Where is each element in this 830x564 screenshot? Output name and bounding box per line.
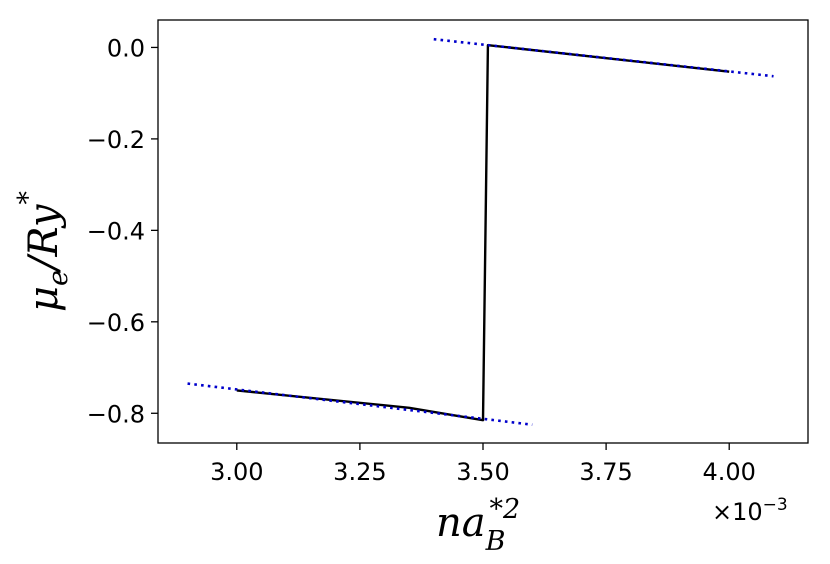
x-axis-label: naB*2 — [436, 494, 520, 557]
x-offset-text: ×10−3 — [712, 495, 788, 526]
y-tick-label: −0.2 — [87, 126, 145, 154]
y-tick-label: −0.4 — [87, 217, 145, 245]
series-line-2 — [433, 37, 774, 78]
x-tick-label: 3.00 — [210, 458, 263, 486]
x-tick-label: 3.50 — [456, 458, 509, 486]
x-tick-label: 3.25 — [333, 458, 386, 486]
y-tick-label: −0.6 — [87, 309, 145, 337]
series-line-0 — [236, 43, 730, 422]
x-ticks: 3.00 3.25 3.50 3.75 4.00 — [210, 443, 756, 486]
x-tick-label: 4.00 — [702, 458, 755, 486]
x-tick-label: 3.75 — [579, 458, 632, 486]
y-tick-label: −0.8 — [87, 400, 145, 428]
y-ticks: 0.0 −0.2 −0.4 −0.6 −0.8 — [87, 34, 158, 428]
plot-lines — [187, 37, 774, 427]
y-tick-label: 0.0 — [107, 34, 145, 62]
y-axis-label: μe/Ry* — [13, 191, 74, 312]
